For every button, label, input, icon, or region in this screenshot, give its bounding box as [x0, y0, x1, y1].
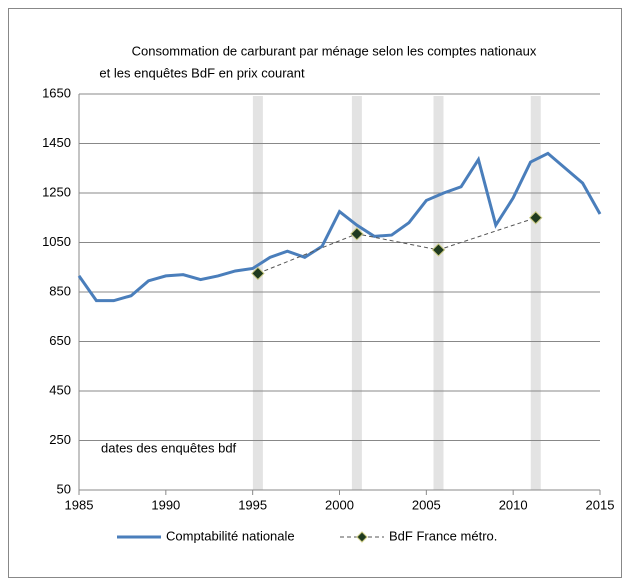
y-tick-label: 850	[49, 283, 71, 298]
chart-frame	[8, 8, 622, 578]
x-tick-label: 1985	[65, 497, 94, 512]
x-tick-label: 1990	[151, 497, 180, 512]
marker	[350, 227, 364, 241]
legend-marker	[356, 531, 368, 543]
y-tick-label: 1250	[42, 184, 71, 199]
series-line	[257, 217, 536, 274]
y-tick-label: 1050	[42, 234, 71, 249]
y-tick-label: 1650	[42, 85, 71, 100]
survey-band	[252, 96, 263, 490]
marker	[431, 243, 446, 257]
x-tick-label: 1995	[238, 497, 267, 512]
x-tick-label: 2015	[586, 497, 615, 512]
x-tick-label: 2000	[325, 497, 354, 512]
legend-label: BdF France métro.	[389, 528, 497, 543]
survey-band	[433, 96, 444, 490]
y-tick-label: 650	[49, 333, 71, 348]
survey-band	[530, 96, 541, 490]
x-tick-label: 2010	[499, 497, 528, 512]
chart-title: Consommation de carburant par ménage sel…	[132, 43, 537, 58]
series-line	[77, 151, 602, 303]
y-tick-label: 450	[49, 382, 71, 397]
y-tick-label: 1450	[42, 135, 71, 150]
y-tick-label: 50	[57, 481, 71, 496]
survey-band	[351, 96, 362, 490]
x-tick-label: 2005	[412, 497, 441, 512]
legend-label: Comptabilité nationale	[166, 528, 295, 543]
marker	[251, 266, 265, 281]
marker	[529, 211, 543, 225]
annotation: dates des enquêtes bdf	[101, 440, 237, 455]
chart-title: et les enquêtes BdF en prix courant	[99, 65, 305, 80]
y-tick-label: 250	[49, 432, 71, 447]
